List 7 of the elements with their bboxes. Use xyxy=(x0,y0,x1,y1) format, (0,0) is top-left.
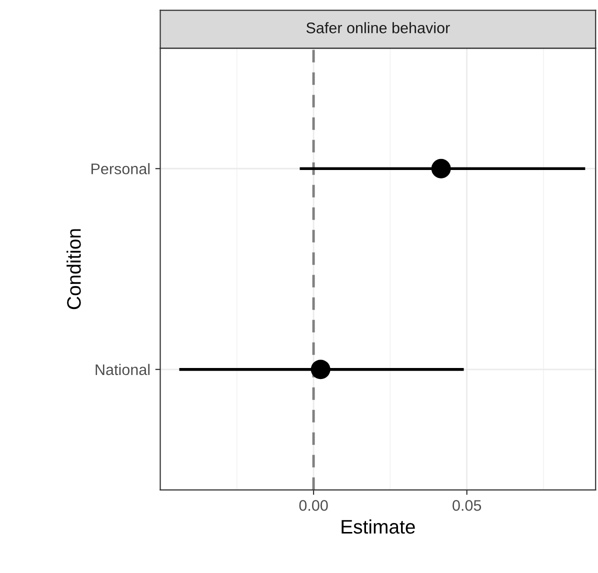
x-tick-label: 0.05 xyxy=(452,500,482,511)
x-tick-label: 0.00 xyxy=(299,500,328,511)
y-tick-label: National xyxy=(96,364,150,376)
y-tick-label: Personal xyxy=(92,163,150,174)
chart-title: Safer online behavior xyxy=(306,22,450,34)
x-axis-title: Estimate xyxy=(342,519,415,534)
y-axis-title: Condition xyxy=(66,229,81,310)
